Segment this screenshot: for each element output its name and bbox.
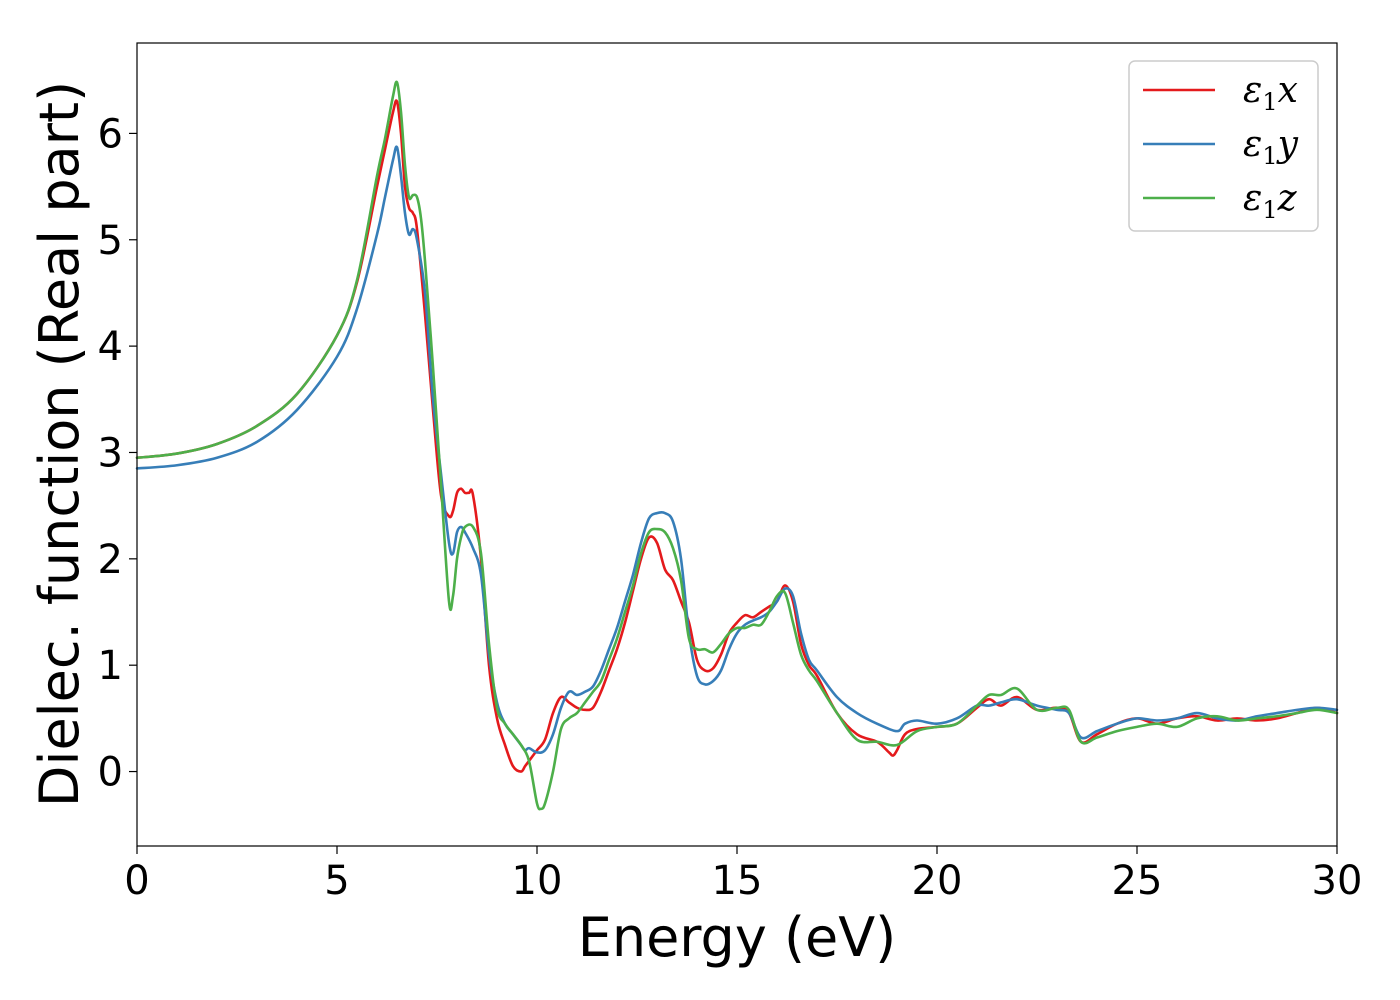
x-tick-label: 15 — [712, 858, 763, 904]
y-tick-label: 4 — [98, 324, 123, 370]
legend-label-y: ε1y — [1243, 124, 1299, 170]
x-tick-label: 5 — [324, 858, 349, 904]
y-tick-label: 5 — [98, 218, 123, 264]
y-tick-label: 0 — [98, 750, 123, 796]
x-tick-label: 10 — [512, 858, 563, 904]
y-tick-label: 2 — [98, 537, 123, 583]
legend-box — [1128, 60, 1319, 232]
legend-label-x: ε1x — [1243, 70, 1298, 116]
y-tick-label: 6 — [98, 111, 123, 157]
y-tick-label: 3 — [98, 430, 123, 476]
y-axis-title: Dielec. function (Real part) — [28, 81, 91, 807]
series-lines — [135, 80, 1339, 811]
legend: ε1x ε1y ε1z — [1128, 60, 1319, 232]
x-axis-ticks: 0 5 10 15 20 25 30 — [124, 846, 1362, 904]
y-tick-label: 1 — [98, 643, 123, 689]
x-tick-label: 0 — [124, 858, 149, 904]
series-line-z — [135, 80, 1339, 811]
series-line-x — [135, 99, 1339, 773]
x-tick-label: 25 — [1112, 858, 1163, 904]
x-tick-label: 20 — [912, 858, 963, 904]
x-axis-title: Energy (eV) — [578, 906, 897, 969]
legend-label-z: ε1z — [1243, 178, 1298, 224]
y-axis-ticks: 0 1 2 3 4 5 6 — [98, 111, 137, 796]
x-tick-label: 30 — [1312, 858, 1363, 904]
